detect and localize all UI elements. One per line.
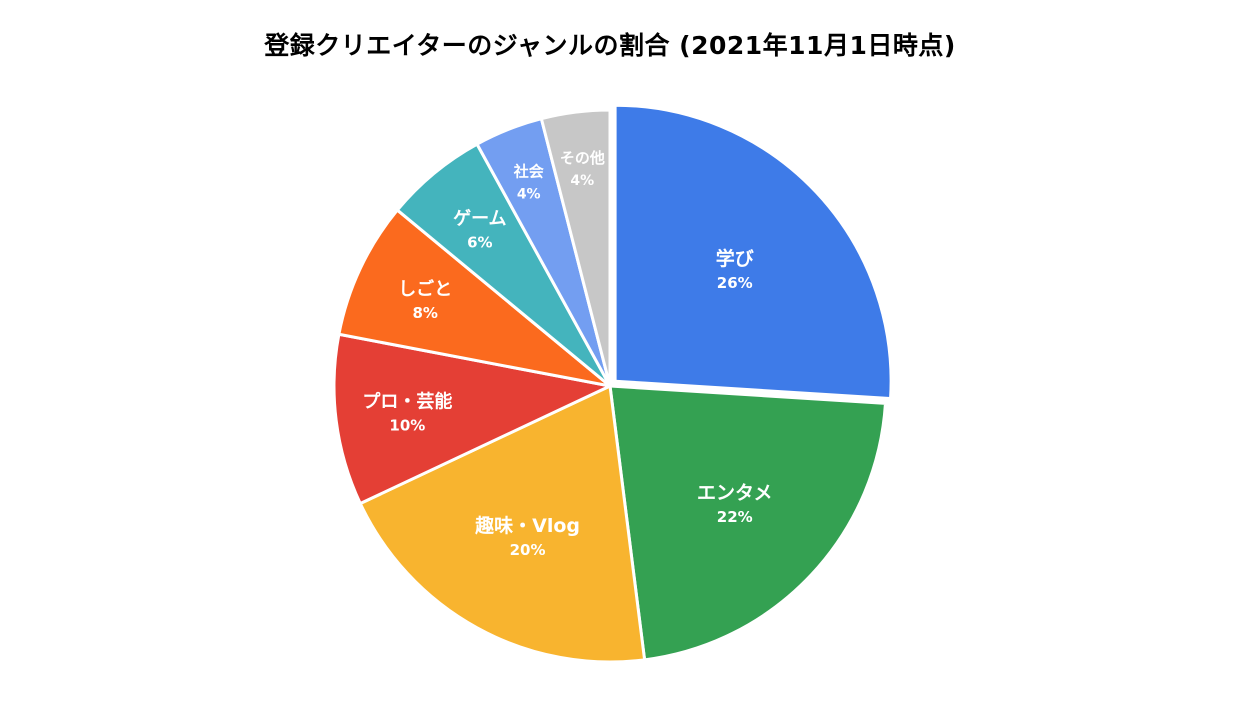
slice-value-4: 10% [389, 417, 425, 435]
pie-slice-4 [332, 332, 612, 506]
slice-label-8: その他 [560, 149, 605, 167]
slice-value-8: 4% [570, 173, 594, 189]
chart-title: 登録クリエイターのジャンルの割合 (2021年11月1日時点) [264, 31, 956, 60]
slice-value-5: 8% [412, 304, 437, 322]
slice-value-1: 26% [717, 274, 753, 292]
slice-value-2: 22% [717, 508, 753, 526]
slice-label-2: エンタメ [697, 482, 772, 504]
slice-value-7: 4% [517, 187, 541, 203]
pie-slice-5 [337, 208, 612, 388]
slice-label-1: 学び [716, 247, 754, 270]
pie-slice-2 [608, 384, 887, 662]
slice-value-6: 6% [467, 234, 492, 252]
slice-value-3: 20% [510, 541, 546, 559]
slice-label-6: ゲーム [453, 208, 506, 230]
pie-slice-8 [539, 108, 612, 388]
slice-label-3: 趣味・Vlog [474, 514, 580, 537]
pie-slice-3 [358, 384, 647, 664]
slice-label-5: しごと [398, 278, 452, 300]
slice-label-4: プロ・芸能 [362, 391, 452, 413]
pie-slice-1 [613, 103, 893, 401]
slice-label-7: 社会 [513, 163, 544, 181]
